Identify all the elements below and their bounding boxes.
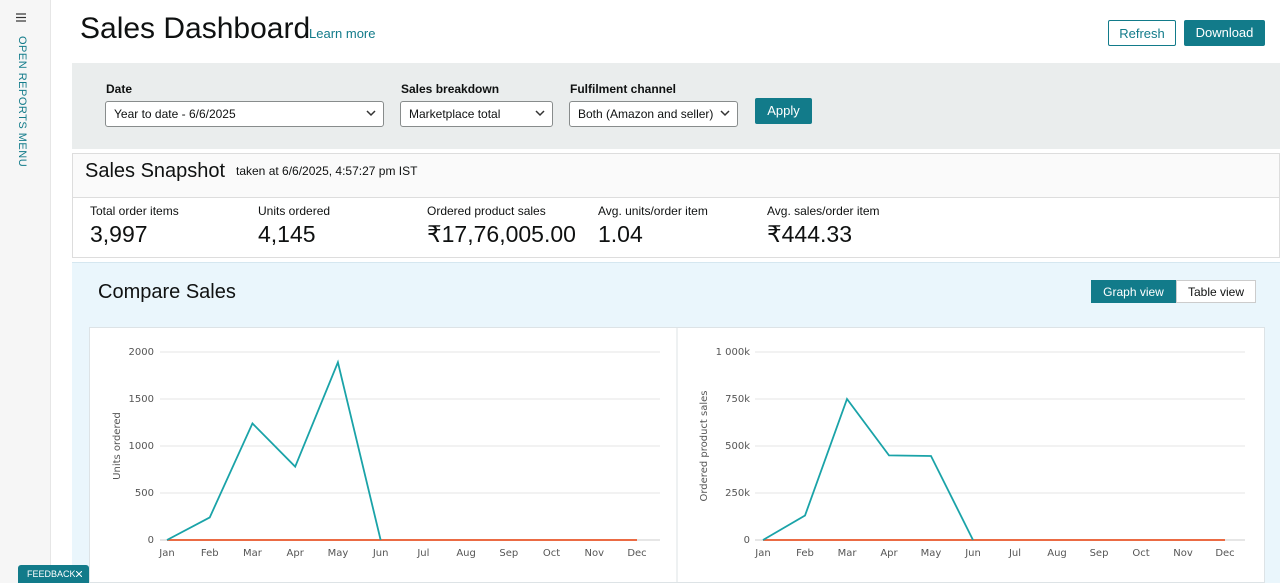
download-button[interactable]: Download: [1184, 20, 1265, 46]
x-tick-label: Sep: [499, 548, 518, 559]
x-tick-label: Dec: [1215, 548, 1234, 559]
x-tick-label: Apr: [880, 548, 898, 559]
x-tick-label: Mar: [243, 548, 263, 559]
x-tick-label: Feb: [201, 548, 219, 559]
metric-label: Units ordered: [258, 204, 331, 218]
metric-value: 3,997: [90, 221, 148, 247]
x-tick-label: Nov: [585, 548, 605, 559]
filter-label: Date: [106, 82, 133, 96]
page-title: Sales Dashboard: [80, 12, 311, 45]
y-tick-label: 500k: [725, 441, 750, 452]
x-tick-label: Oct: [543, 548, 560, 559]
refresh-button[interactable]: Refresh: [1108, 20, 1176, 46]
filter-label: Sales breakdown: [401, 82, 500, 96]
metric-label: Avg. units/order item: [598, 204, 708, 218]
menu-label[interactable]: OPEN REPORTS MENU: [16, 36, 28, 168]
metric-label: Total order items: [90, 204, 179, 218]
breakdown-select[interactable]: Marketplace total: [400, 101, 553, 127]
select-value: Both (Amazon and seller): [578, 107, 714, 121]
y-tick-label: 250k: [725, 488, 750, 499]
metric-value: ₹444.33: [767, 221, 852, 247]
filter-label: Fulfilment channel: [570, 82, 677, 96]
snapshot-header: [73, 154, 1279, 198]
chevron: [720, 110, 730, 117]
close-icon[interactable]: [76, 571, 82, 577]
sidebar: OPEN REPORTS MENU: [0, 0, 51, 583]
y-tick-label: 2000: [129, 347, 154, 358]
feedback-label: FEEDBACK: [27, 569, 76, 579]
graph-view-toggle[interactable]: Graph view: [1091, 280, 1176, 303]
compare-title: Compare Sales: [98, 281, 236, 303]
y-axis-label: Units ordered: [112, 412, 123, 480]
x-tick-label: Nov: [1173, 548, 1193, 559]
x-tick-label: Jun: [964, 548, 981, 559]
x-tick-label: Aug: [456, 548, 476, 559]
snapshot-time: taken at 6/6/2025, 4:57:27 pm IST: [236, 164, 418, 178]
learn-more-link[interactable]: Learn more: [309, 26, 376, 41]
x-tick-label: Jun: [372, 548, 389, 559]
apply-button[interactable]: Apply: [755, 98, 812, 124]
metric-label: Ordered product sales: [427, 204, 546, 218]
charts: 0 500 1000 1500 2000 Units ordered Jan Feb Mar Ap…: [112, 327, 1245, 583]
y-tick-label: 500: [135, 488, 154, 499]
y-axis-label: Ordered product sales: [699, 391, 710, 502]
x-tick-label: Jul: [416, 548, 429, 559]
x-tick-label: Dec: [627, 548, 646, 559]
y-tick-label: 0: [148, 535, 154, 546]
x-tick-label: Jul: [1008, 548, 1021, 559]
x-tick-label: May: [328, 548, 349, 559]
metric-label: Avg. sales/order item: [767, 204, 880, 218]
y-tick-label: 1500: [129, 394, 154, 405]
y-tick-label: 1 000k: [716, 347, 751, 358]
x-tick-label: Jan: [754, 548, 770, 559]
select-value: Year to date - 6/6/2025: [114, 107, 236, 121]
y-tick-label: 1000: [129, 441, 154, 452]
metric-value: ₹17,76,005.00: [427, 221, 576, 247]
x-tick-label: May: [921, 548, 942, 559]
x-tick-label: Sep: [1090, 548, 1109, 559]
x-tick-label: Oct: [1132, 548, 1149, 559]
select-value: Marketplace total: [409, 107, 501, 121]
x-tick-label: Feb: [796, 548, 814, 559]
chevron: [366, 110, 376, 117]
data-line: [166, 359, 382, 541]
x-tick-label: Aug: [1047, 548, 1067, 559]
data-line: [762, 397, 974, 541]
y-tick-label: 0: [744, 535, 750, 546]
feedback-tab[interactable]: FEEDBACK: [18, 565, 89, 583]
channel-select[interactable]: Both (Amazon and seller): [569, 101, 738, 127]
date-select[interactable]: Year to date - 6/6/2025: [105, 101, 384, 127]
y-tick-label: 750k: [725, 394, 750, 405]
chevron: [535, 110, 545, 117]
x-tick-label: Mar: [838, 548, 858, 559]
x-tick-label: Apr: [287, 548, 305, 559]
table-view-toggle[interactable]: Table view: [1176, 280, 1256, 303]
snapshot-title: Sales Snapshot: [85, 160, 226, 182]
metric-value: 4,145: [258, 221, 316, 247]
menu-icon[interactable]: [16, 13, 26, 22]
metric-value: 1.04: [598, 221, 643, 247]
x-tick-label: Jan: [158, 548, 174, 559]
